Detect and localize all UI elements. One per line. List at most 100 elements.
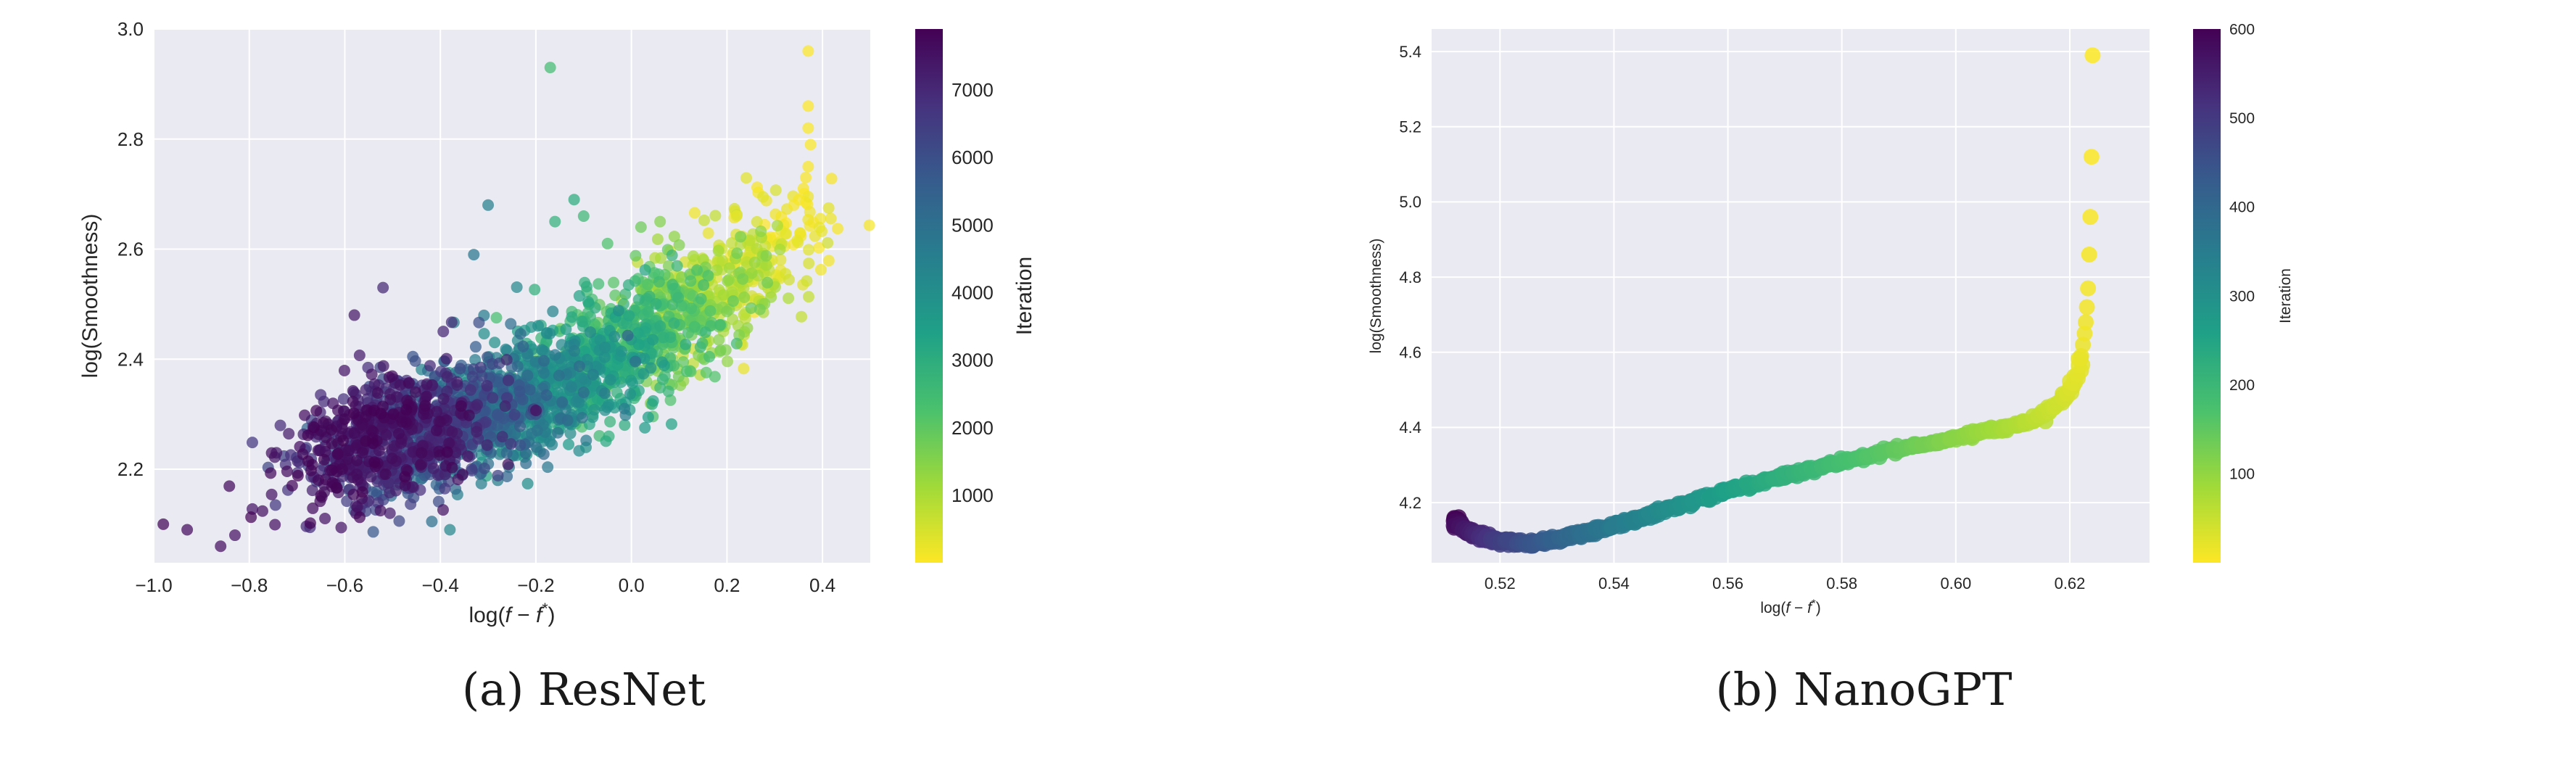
scatter-point [524, 384, 536, 396]
scatter-point [437, 504, 449, 516]
colorbar [915, 29, 943, 563]
scatter-point [760, 259, 772, 271]
scatter-point [371, 387, 384, 399]
scatter-point [500, 447, 513, 459]
scatter-point [565, 381, 577, 393]
scatter-point [700, 366, 712, 379]
scatter-point [552, 426, 564, 439]
scatter-point [456, 468, 468, 481]
scatter-point [544, 435, 556, 447]
scatter-point [624, 388, 637, 400]
scatter-point [414, 459, 426, 471]
colorbar [2193, 29, 2221, 563]
scatter-point [331, 448, 344, 460]
scatter-point [813, 241, 825, 254]
scatter-point [367, 526, 379, 538]
scatter-point [473, 316, 485, 329]
scatter-point [482, 199, 495, 211]
scatter-point [788, 199, 800, 211]
scatter-point [642, 411, 654, 424]
scatter-point [537, 448, 550, 460]
scatter-point [343, 445, 355, 457]
scatter-point [704, 305, 717, 317]
scatter-point [656, 373, 669, 386]
scatter-point [407, 446, 419, 458]
scatter-point [599, 387, 611, 400]
scatter-point [466, 371, 479, 383]
scatter-point [553, 369, 565, 381]
y-tick-label: 4.8 [1399, 268, 1421, 286]
scatter-point [394, 379, 406, 391]
scatter-point [531, 424, 543, 437]
x-tick-label: 0.62 [2055, 574, 2086, 592]
scatter-point [604, 416, 616, 428]
scatter-point [688, 207, 701, 219]
scatter-point [662, 260, 674, 272]
scatter-point [307, 421, 320, 434]
scatter-point [721, 305, 733, 318]
scatter-point [730, 337, 743, 350]
scatter-point [685, 275, 697, 287]
scatter-point [635, 221, 647, 234]
scatter-point [433, 416, 445, 428]
scatter-point [265, 447, 278, 459]
scatter-point [450, 483, 462, 495]
scatter-point [286, 479, 298, 492]
caption-resnet: (a) ResNet [462, 663, 706, 716]
scatter-point [318, 395, 330, 408]
x-tick-label: 0.56 [1712, 574, 1743, 592]
scatter-point [491, 409, 503, 421]
scatter-point [424, 360, 436, 372]
scatter-point [265, 467, 277, 479]
scatter-point [353, 350, 366, 362]
scatter-point [476, 370, 488, 382]
scatter-point [699, 326, 711, 339]
scatter-point [825, 173, 838, 185]
scatter-point [313, 474, 325, 487]
scatter-point [651, 233, 664, 245]
scatter-point [421, 390, 433, 402]
scatter-point [538, 345, 550, 358]
x-axis-label-part: f [536, 603, 544, 627]
x-tick-label: 0.52 [1485, 574, 1516, 592]
scatter-point [647, 334, 659, 346]
scatter-point [563, 438, 575, 450]
y-tick-labels: 4.2 4.4 4.6 4.8 5.0 5.2 5.4 [1399, 43, 1421, 512]
scatter-point [725, 237, 738, 249]
scatter-point [604, 373, 616, 386]
scatter-point [712, 244, 724, 257]
scatter-point [304, 517, 316, 529]
scatter-points [1445, 47, 2101, 554]
scatter-point [319, 513, 331, 525]
scatter-point [446, 426, 458, 438]
scatter-point [599, 341, 611, 353]
scatter-point [347, 384, 359, 397]
scatter-point [2080, 280, 2097, 297]
scatter-point [745, 302, 757, 314]
scatter-point [2082, 209, 2099, 226]
scatter-point [338, 364, 350, 376]
x-tick-label: 0.60 [1940, 574, 1971, 592]
scatter-point [310, 405, 323, 417]
scatter-point [698, 279, 710, 292]
scatter-point [2084, 47, 2101, 64]
scatter-point [542, 461, 554, 474]
scatter-point [629, 355, 642, 368]
scatter-point [481, 379, 493, 392]
scatter-point [215, 540, 227, 553]
scatter-point [600, 435, 612, 447]
scatter-point [816, 225, 828, 237]
scatter-point [496, 431, 508, 443]
scatter-point [356, 447, 368, 459]
scatter-point [682, 326, 694, 339]
y-tick-labels: 2.2 2.4 2.6 2.8 3.0 [117, 18, 144, 480]
scatter-point [409, 386, 421, 398]
scatter-point [502, 374, 514, 387]
scatter-point [654, 215, 666, 228]
x-tick-label: −0.4 [422, 574, 459, 596]
scatter-point [337, 434, 350, 447]
scatter-point [384, 393, 397, 405]
x-axis-label-part: * [1812, 598, 1816, 610]
scatter-point [573, 290, 585, 302]
scatter-point [367, 437, 379, 450]
